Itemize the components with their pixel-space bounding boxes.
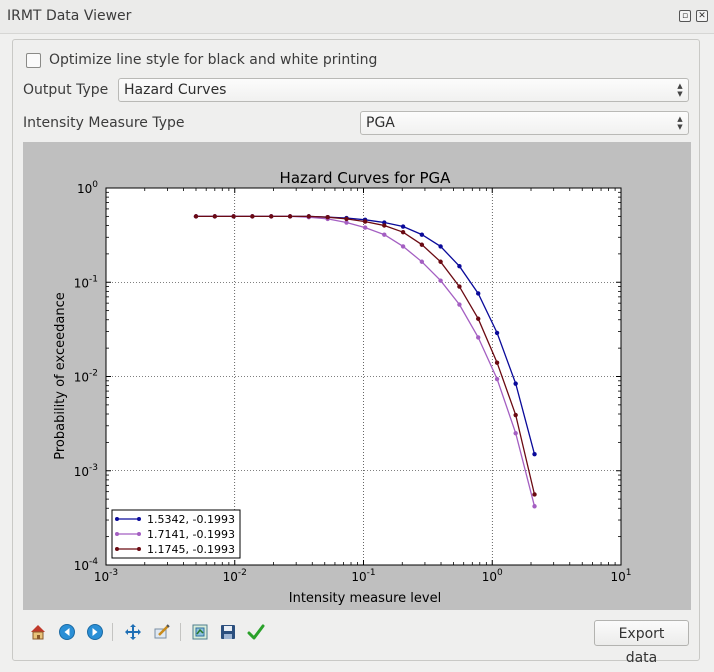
- legend-marker: [137, 547, 141, 551]
- configure-subplots-icon[interactable]: [152, 622, 172, 642]
- x-tick-label: 10-3: [94, 568, 118, 584]
- output-type-value: Hazard Curves: [124, 82, 227, 98]
- series-3-point: [362, 219, 368, 224]
- edit-axis-icon[interactable]: [190, 622, 210, 642]
- forward-icon[interactable]: [85, 622, 105, 642]
- y-tick-label: 10-1: [74, 274, 98, 290]
- x-tick-label: 101: [610, 568, 631, 584]
- series-3-point: [250, 214, 255, 219]
- home-icon[interactable]: [28, 622, 48, 642]
- series-3-point: [287, 214, 293, 219]
- y-tick-label: 10-4: [74, 557, 99, 573]
- series-1-point: [400, 224, 406, 229]
- chart-title: Hazard Curves for PGA: [280, 169, 452, 187]
- imt-select[interactable]: PGA ▲ ▼: [360, 111, 689, 135]
- legend-marker: [137, 517, 141, 521]
- series-3-point: [231, 214, 236, 219]
- imt-label: Intensity Measure Type: [23, 115, 185, 131]
- series-3-point: [382, 223, 387, 228]
- series-3-point: [212, 214, 218, 219]
- series-2-point: [362, 225, 368, 230]
- y-tick-label: 100: [77, 180, 98, 196]
- x-axis-label: Intensity measure level: [289, 591, 441, 606]
- imt-value: PGA: [366, 115, 395, 131]
- pan-icon[interactable]: [123, 622, 143, 642]
- series-3-point: [400, 229, 406, 235]
- bw-printing-label[interactable]: Optimize line style for black and white …: [49, 52, 378, 68]
- legend-marker: [137, 532, 141, 536]
- series-1-point: [438, 244, 443, 249]
- grid-lines: [106, 188, 621, 565]
- legend-label-3: 1.1745, -0.1993: [147, 543, 235, 556]
- plot-frame: [105, 187, 622, 566]
- series-3-point: [193, 214, 199, 219]
- bw-checkbox-row[interactable]: Optimize line style for black and white …: [26, 51, 377, 69]
- window-titlebar: IRMT Data Viewer ▫ ✕: [0, 0, 714, 34]
- series-1-point: [513, 381, 518, 386]
- legend-marker: [115, 532, 119, 536]
- check-icon[interactable]: [246, 622, 266, 642]
- series-2-point: [513, 431, 518, 436]
- plot-canvas[interactable]: 10-3 10-2 10-1 100 101 10-4 10-3 10-2 10-1 100 Ha…: [23, 142, 691, 610]
- output-type-select[interactable]: Hazard Curves ▲ ▼: [118, 78, 689, 102]
- output-type-label: Output Type: [23, 82, 109, 98]
- series-1-point: [476, 291, 481, 296]
- series-3-point: [438, 259, 443, 264]
- combo-arrows-icon: ▲ ▼: [677, 82, 683, 98]
- series-group: [193, 214, 537, 509]
- toolbar-separator: [112, 623, 113, 641]
- x-tick-label: 10-2: [223, 568, 247, 584]
- series-3-point: [513, 412, 518, 418]
- combo-arrows-icon: ▲ ▼: [677, 115, 683, 131]
- x-tick-label: 10-1: [351, 568, 375, 584]
- series-2-point: [438, 278, 443, 283]
- series-2-point: [532, 504, 537, 509]
- legend-label-2: 1.7141, -0.1993: [147, 528, 235, 541]
- save-icon[interactable]: [218, 622, 238, 642]
- y-tick-label: 10-3: [74, 463, 98, 479]
- series-3-point: [476, 316, 481, 321]
- series-3-point: [419, 242, 425, 247]
- window-title: IRMT Data Viewer: [7, 8, 132, 24]
- series-3-point: [344, 216, 349, 222]
- toolbar-separator: [180, 623, 181, 641]
- series-2-point: [419, 259, 425, 264]
- chart-legend: 1.5342, -0.1993 1.7141, -0.1993 1.1745, -0…: [111, 509, 241, 559]
- series-3-point: [306, 214, 312, 219]
- float-window-icon[interactable]: ▫: [679, 10, 691, 22]
- close-window-icon[interactable]: ✕: [696, 10, 708, 22]
- export-data-button[interactable]: Export data: [594, 620, 689, 666]
- series-3-point: [494, 360, 500, 365]
- series-3-point: [269, 214, 274, 219]
- series-1-point: [532, 451, 537, 457]
- series-3-point: [457, 284, 462, 289]
- y-tick-label: 10-2: [74, 369, 98, 385]
- series-3-point: [325, 214, 330, 220]
- series-3-point: [532, 492, 537, 497]
- series-2-point: [400, 244, 406, 249]
- bw-printing-checkbox[interactable]: [26, 52, 41, 68]
- legend-marker: [115, 547, 119, 551]
- series-2-point: [494, 376, 500, 382]
- series-2-point: [476, 335, 481, 340]
- series-2-point: [382, 232, 387, 237]
- legend-label-1: 1.5342, -0.1993: [147, 513, 235, 526]
- x-tick-label: 100: [482, 568, 503, 584]
- back-icon[interactable]: [57, 622, 77, 642]
- y-axis-label: Probability of exceedance: [53, 292, 68, 460]
- legend-marker: [115, 517, 119, 521]
- series-2-point: [344, 220, 349, 225]
- series-1-point: [494, 330, 500, 336]
- series-1-point: [457, 264, 462, 269]
- series-1-point: [419, 232, 425, 237]
- series-2-point: [457, 302, 462, 307]
